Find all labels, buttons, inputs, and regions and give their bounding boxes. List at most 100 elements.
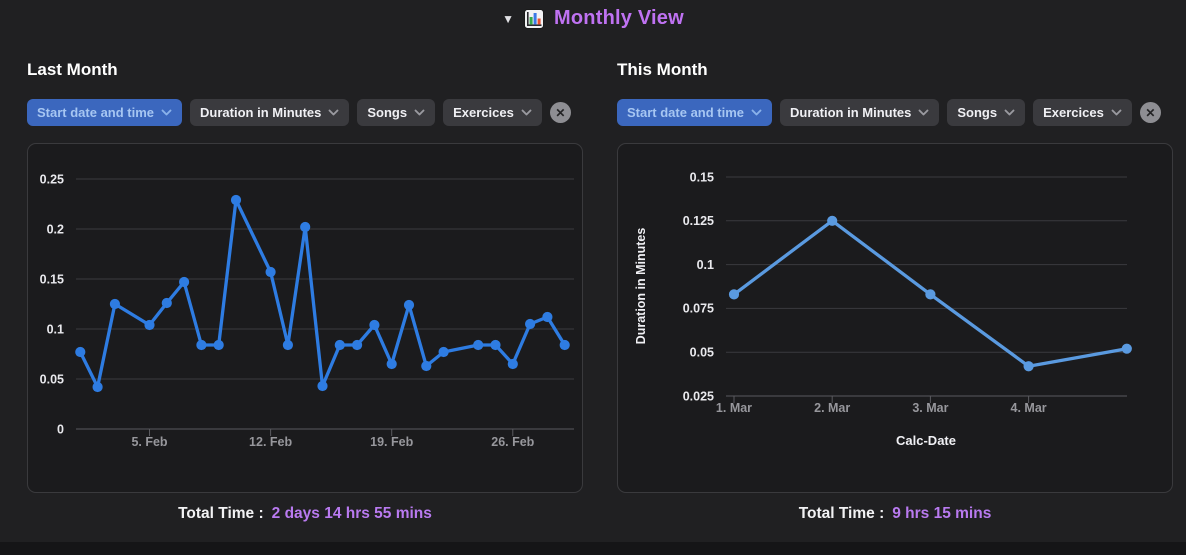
filter-chip-label: Songs bbox=[957, 105, 998, 120]
clear-filters-button[interactable]: ✕ bbox=[1139, 102, 1161, 123]
x-axis-title: Calc-Date bbox=[896, 433, 956, 448]
x-tick-label: 3. Mar bbox=[912, 401, 948, 415]
chevron-down-icon bbox=[1004, 109, 1015, 116]
data-point[interactable] bbox=[317, 380, 328, 392]
y-tick-label: 0.15 bbox=[40, 272, 64, 286]
filter-chip-label: Start date and time bbox=[37, 105, 155, 120]
data-point[interactable] bbox=[75, 346, 86, 358]
y-tick-label: 0.15 bbox=[690, 170, 714, 184]
data-point[interactable] bbox=[386, 358, 397, 370]
y-tick-label: 0 bbox=[57, 422, 64, 436]
y-tick-label: 0.2 bbox=[47, 222, 64, 236]
data-point[interactable] bbox=[925, 289, 936, 300]
bottom-bar bbox=[0, 542, 1186, 555]
data-point[interactable] bbox=[1023, 361, 1034, 372]
filter-chip-start-date-and-time[interactable]: Start date and time bbox=[617, 99, 773, 126]
data-point[interactable] bbox=[352, 339, 363, 351]
chevron-down-icon bbox=[1111, 109, 1122, 116]
filter-chip-label: Duration in Minutes bbox=[200, 105, 322, 120]
total-time-label: Total Time : bbox=[178, 505, 264, 522]
total-time-value: 2 days 14 hrs 55 mins bbox=[271, 505, 432, 522]
this-month-section: This Month Start date and time Duration i… bbox=[617, 0, 1173, 555]
series-line bbox=[78, 198, 567, 389]
data-point[interactable] bbox=[161, 297, 172, 309]
filter-chip-label: Exercices bbox=[453, 105, 514, 120]
data-point[interactable] bbox=[369, 319, 380, 331]
data-point[interactable] bbox=[92, 381, 103, 393]
data-point[interactable] bbox=[473, 339, 484, 351]
this-month-chart-card: 0.025 0.05 0.075 0.1 0.125 0.15 1. Mar 2. Mar 3.… bbox=[617, 143, 1173, 493]
page-title: Monthly View bbox=[554, 7, 684, 29]
filter-chip-start-date-and-time[interactable]: Start date and time bbox=[27, 99, 183, 126]
x-tick-label: 12. Feb bbox=[249, 435, 292, 449]
data-point[interactable] bbox=[144, 319, 155, 331]
data-point[interactable] bbox=[728, 289, 740, 300]
last-month-total: Total Time : 2 days 14 hrs 55 mins bbox=[27, 505, 583, 523]
data-point[interactable] bbox=[490, 339, 501, 351]
last-month-chart-card: 0 0.05 0.1 0.15 0.2 0.25 5. Feb 12. Feb 19. Feb 2… bbox=[27, 143, 583, 493]
y-tick-label: 0.125 bbox=[683, 214, 714, 228]
section-header: ▼ Monthly View bbox=[0, 7, 1186, 30]
filter-chip-label: Duration in Minutes bbox=[790, 105, 912, 120]
bar-chart-icon bbox=[524, 8, 545, 29]
data-point[interactable] bbox=[109, 298, 120, 310]
data-point[interactable] bbox=[196, 339, 207, 351]
y-tick-label: 0.1 bbox=[697, 258, 714, 272]
last-month-title: Last Month bbox=[27, 60, 118, 79]
chevron-down-icon bbox=[161, 109, 172, 116]
this-month-chart: 0.025 0.05 0.075 0.1 0.125 0.15 1. Mar 2. Mar 3.… bbox=[634, 170, 1132, 448]
data-point[interactable] bbox=[542, 311, 553, 323]
data-point[interactable] bbox=[334, 339, 345, 351]
total-time-label: Total Time : bbox=[798, 505, 885, 522]
data-point[interactable] bbox=[179, 276, 190, 288]
y-tick-label: 0.05 bbox=[40, 372, 64, 386]
chevron-down-icon bbox=[521, 109, 532, 116]
filter-chip-songs[interactable]: Songs bbox=[357, 99, 436, 126]
data-point[interactable] bbox=[213, 339, 224, 351]
data-point[interactable] bbox=[1121, 343, 1132, 354]
clear-filters-button[interactable]: ✕ bbox=[549, 102, 571, 123]
x-tick-label: 4. Mar bbox=[1011, 401, 1047, 415]
filter-chips-row: Start date and time Duration in Minutes So… bbox=[617, 99, 1161, 126]
this-month-total: Total Time : 9 hrs 15 mins bbox=[617, 505, 1173, 523]
x-tick-label: 26. Feb bbox=[491, 435, 534, 449]
data-point[interactable] bbox=[421, 360, 432, 372]
chevron-down-icon bbox=[918, 109, 929, 116]
data-point[interactable] bbox=[230, 194, 242, 206]
chevron-down-icon bbox=[751, 109, 762, 116]
y-tick-label: 0.075 bbox=[683, 302, 714, 316]
data-point[interactable] bbox=[282, 339, 293, 351]
data-point[interactable] bbox=[559, 339, 570, 351]
filter-chip-duration-in-minutes[interactable]: Duration in Minutes bbox=[190, 99, 350, 126]
y-tick-label: 0.05 bbox=[690, 346, 714, 360]
filter-chip-label: Exercices bbox=[1043, 105, 1104, 120]
y-axis-title: Duration in Minutes bbox=[634, 228, 648, 345]
data-point[interactable] bbox=[525, 318, 536, 330]
y-tick-label: 0.1 bbox=[47, 322, 64, 336]
x-tick-label: 2. Mar bbox=[814, 401, 850, 415]
last-month-chart: 0 0.05 0.1 0.15 0.2 0.25 5. Feb 12. Feb 19. Feb 2… bbox=[40, 172, 574, 449]
filter-chips-row: Start date and time Duration in Minutes So… bbox=[27, 99, 571, 126]
filter-chip-songs[interactable]: Songs bbox=[947, 99, 1026, 126]
data-point[interactable] bbox=[438, 346, 449, 358]
data-point[interactable] bbox=[827, 215, 838, 226]
filter-chip-duration-in-minutes[interactable]: Duration in Minutes bbox=[780, 99, 940, 126]
filter-chip-exercices[interactable]: Exercices bbox=[443, 99, 542, 126]
y-tick-label: 0.025 bbox=[683, 389, 714, 403]
total-time-value: 9 hrs 15 mins bbox=[892, 505, 992, 522]
filter-chip-label: Songs bbox=[367, 105, 408, 120]
filter-chip-exercices[interactable]: Exercices bbox=[1033, 99, 1132, 126]
chevron-down-icon bbox=[414, 109, 425, 116]
data-point[interactable] bbox=[265, 266, 276, 278]
x-tick-label: 1. Mar bbox=[716, 401, 752, 415]
data-point[interactable] bbox=[300, 221, 311, 233]
this-month-title: This Month bbox=[617, 60, 708, 79]
collapse-arrow-icon[interactable]: ▼ bbox=[502, 11, 515, 26]
data-point[interactable] bbox=[507, 358, 518, 370]
x-tick-label: 19. Feb bbox=[370, 435, 413, 449]
data-point[interactable] bbox=[403, 299, 415, 311]
y-tick-label: 0.25 bbox=[40, 172, 64, 186]
chevron-down-icon bbox=[328, 109, 339, 116]
filter-chip-label: Start date and time bbox=[627, 105, 745, 120]
